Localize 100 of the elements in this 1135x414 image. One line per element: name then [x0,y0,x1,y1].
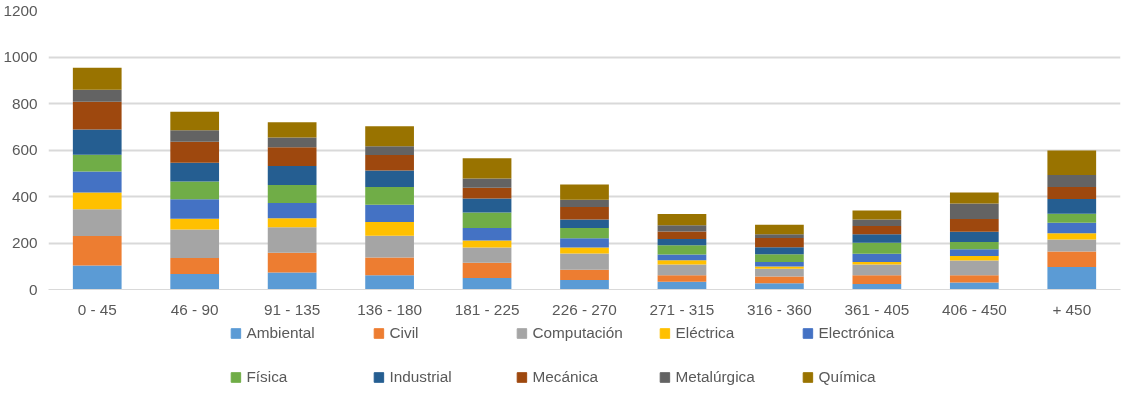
bar [657,239,707,246]
bar [560,247,609,254]
bar [560,238,609,248]
bar [852,275,902,284]
x-tick-label: 361 - 405 [844,300,910,318]
legend-label: Computación [532,324,624,342]
bar [72,192,122,210]
bar [657,281,707,290]
bar [462,240,512,248]
bar [949,275,999,283]
bar [72,154,122,172]
bar [949,260,999,276]
x-tick-label: + 450 [1052,300,1092,318]
bar [852,210,902,220]
bar [170,111,220,131]
bar [852,226,902,235]
bar [72,67,122,90]
bar [365,170,414,187]
bar [365,126,414,147]
bar [267,122,317,138]
y-tick-label: 0 [28,280,38,298]
bar [560,279,609,290]
legend-label: Química [818,368,877,386]
bar [72,209,122,237]
bar [949,231,999,243]
bar [657,275,707,282]
bar [267,218,317,228]
legend-label: Electrónica [818,324,896,342]
bar [755,234,804,239]
legend-label: Física [246,368,289,386]
bar [1047,251,1097,267]
bar [949,203,999,220]
bar [462,158,512,179]
bar [949,256,999,261]
bar [267,137,317,148]
bar [365,186,414,205]
bar [1047,239,1097,252]
bar [657,264,707,276]
bar [170,162,220,182]
legend-label: Ambiental [246,324,316,342]
y-tick-label: 800 [11,94,38,112]
x-tick-label: 226 - 270 [552,300,617,318]
x-tick-label: 181 - 225 [454,300,520,318]
bar [462,247,512,263]
bar [267,227,317,253]
bar [72,265,122,290]
bar [462,178,512,188]
bar [560,269,609,280]
x-tick-label: 271 - 315 [649,300,715,318]
legend-label: Mecánica [532,368,600,386]
x-tick-label: 0 - 45 [77,300,117,318]
bar [267,147,317,167]
x-tick-label: 91 - 135 [264,300,321,318]
bar [852,253,902,263]
bar [462,198,512,213]
bar [852,242,902,254]
y-tick-label: 600 [11,141,38,158]
bar [365,155,414,171]
bar [1047,213,1097,223]
legend-label: Civil [389,324,420,342]
x-tick-label: 136 - 180 [357,300,422,318]
legend-label: Eléctrica [675,324,736,342]
bar [657,225,707,232]
bar [72,171,122,193]
bar [462,262,512,278]
bar [72,129,122,155]
bar [365,204,414,223]
bar [1047,266,1097,290]
bar [657,260,707,265]
bar [949,219,999,232]
bar [1047,199,1097,214]
bar [462,212,512,229]
bar [560,227,609,239]
bar [949,192,999,204]
bar [1047,174,1097,187]
bar [462,187,512,199]
bar [560,199,609,207]
bar [170,141,220,163]
bar [560,206,609,220]
bar [72,101,122,130]
bar [267,252,317,273]
bar [1047,233,1097,240]
bar [267,272,317,290]
x-tick-label: 406 - 450 [941,300,1007,318]
bar [267,203,317,219]
bar [170,229,220,258]
bar [170,218,220,230]
bar [365,257,414,276]
bar [365,222,414,236]
bar [755,266,804,269]
y-tick-label: 1000 [3,48,38,65]
legend-label: Metalúrgica [675,368,756,386]
bar [72,236,122,266]
bar [657,231,707,240]
bar [267,166,317,185]
bar [755,224,804,235]
bar [657,245,707,255]
bar [755,268,804,277]
bar [170,273,220,290]
bar [267,184,317,204]
